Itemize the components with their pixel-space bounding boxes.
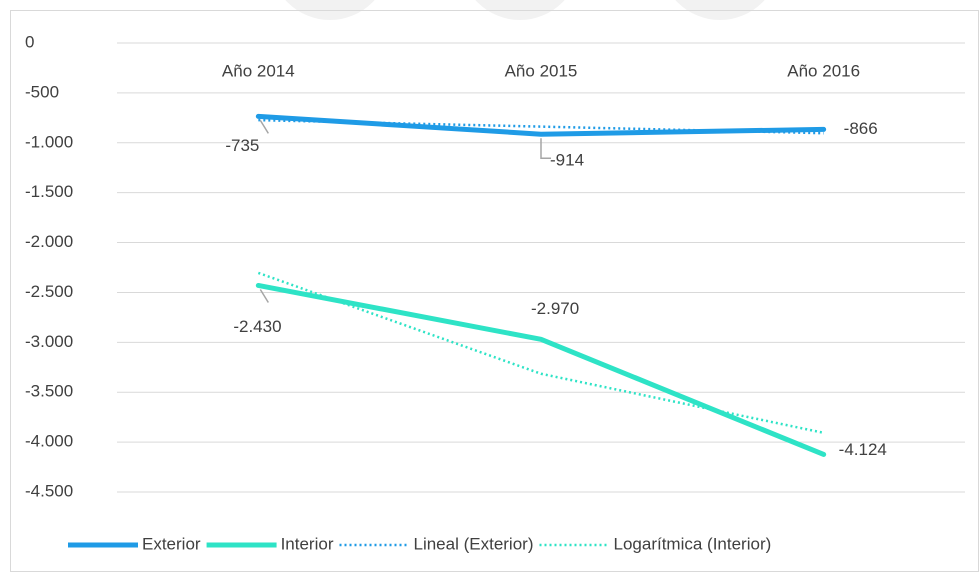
y-tick-label: -1.500 xyxy=(25,182,73,201)
y-tick-label: -2.500 xyxy=(25,282,73,301)
legend-label: Logarítmica (Interior) xyxy=(614,534,772,553)
y-tick-label: -1.000 xyxy=(25,132,73,151)
y-tick-label: -4.500 xyxy=(25,481,73,500)
y-tick-label: -2.000 xyxy=(25,232,73,251)
data-label: -4.124 xyxy=(839,440,887,459)
legend-label: Interior xyxy=(281,534,334,553)
series-line xyxy=(255,282,827,457)
data-label: -914 xyxy=(550,151,584,170)
y-tick-label: -500 xyxy=(25,82,59,101)
x-tick-label: Año 2016 xyxy=(787,61,860,80)
legend-label: Exterior xyxy=(142,534,201,553)
x-tick-label: Año 2014 xyxy=(222,61,295,80)
data-label: -2.970 xyxy=(531,299,579,318)
trendline xyxy=(257,271,824,435)
y-tick-label: -3.500 xyxy=(25,382,73,401)
leader-line xyxy=(259,289,269,303)
data-label: -866 xyxy=(844,119,878,138)
watermark xyxy=(285,0,765,20)
chart-border xyxy=(10,10,979,572)
leader-line xyxy=(540,138,551,159)
leader-line xyxy=(259,119,269,134)
y-tick-label: -4.000 xyxy=(25,432,73,451)
data-label: -735 xyxy=(225,136,259,155)
x-tick-label: Año 2015 xyxy=(505,61,578,80)
y-tick-label: -3.000 xyxy=(25,332,73,351)
data-label: -2.430 xyxy=(233,317,281,336)
legend-label: Lineal (Exterior) xyxy=(414,534,534,553)
trendline xyxy=(258,118,824,135)
y-tick-label: 0 xyxy=(25,32,34,51)
